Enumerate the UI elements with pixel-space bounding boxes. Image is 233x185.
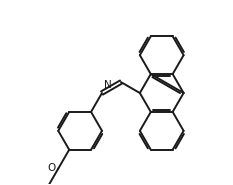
Text: N: N <box>104 80 112 90</box>
Text: O: O <box>47 163 55 173</box>
